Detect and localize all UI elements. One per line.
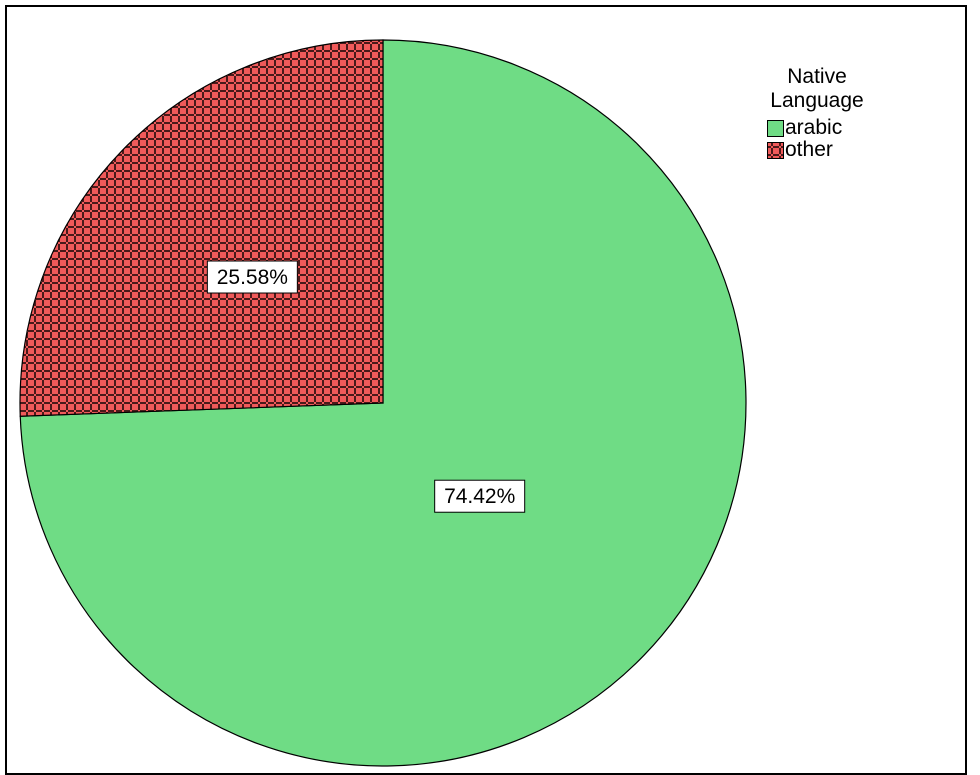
legend-title-line-1: Native <box>787 65 847 88</box>
pie-chart: 74.42% 25.58% <box>19 39 747 767</box>
legend-items: arabic other <box>757 116 877 161</box>
legend-label-arabic: arabic <box>785 116 843 139</box>
legend-item-arabic: arabic <box>767 116 877 139</box>
legend-title-line-2: Language <box>770 89 864 112</box>
pie-slices <box>19 39 747 767</box>
pie-data-labels: 74.42% 25.58% <box>206 260 526 513</box>
legend-swatch-arabic <box>767 119 784 137</box>
data-label-box-other <box>206 260 298 294</box>
data-label-other: 25.58% <box>206 260 298 294</box>
chart-frame: 74.42% 25.58% Native Language arabic othe… <box>5 5 967 775</box>
pie-slice-other <box>19 39 384 417</box>
data-label-arabic: 74.42% <box>434 479 526 513</box>
legend: Native Language arabic other <box>757 65 877 161</box>
data-label-text-other: 25.58% <box>217 266 288 289</box>
legend-title: Native Language <box>757 65 877 113</box>
data-label-text-arabic: 74.42% <box>444 485 515 508</box>
legend-swatch-other <box>767 141 784 159</box>
legend-label-other: other <box>785 138 833 161</box>
data-label-box-arabic <box>434 479 526 513</box>
legend-item-other: other <box>767 138 877 161</box>
